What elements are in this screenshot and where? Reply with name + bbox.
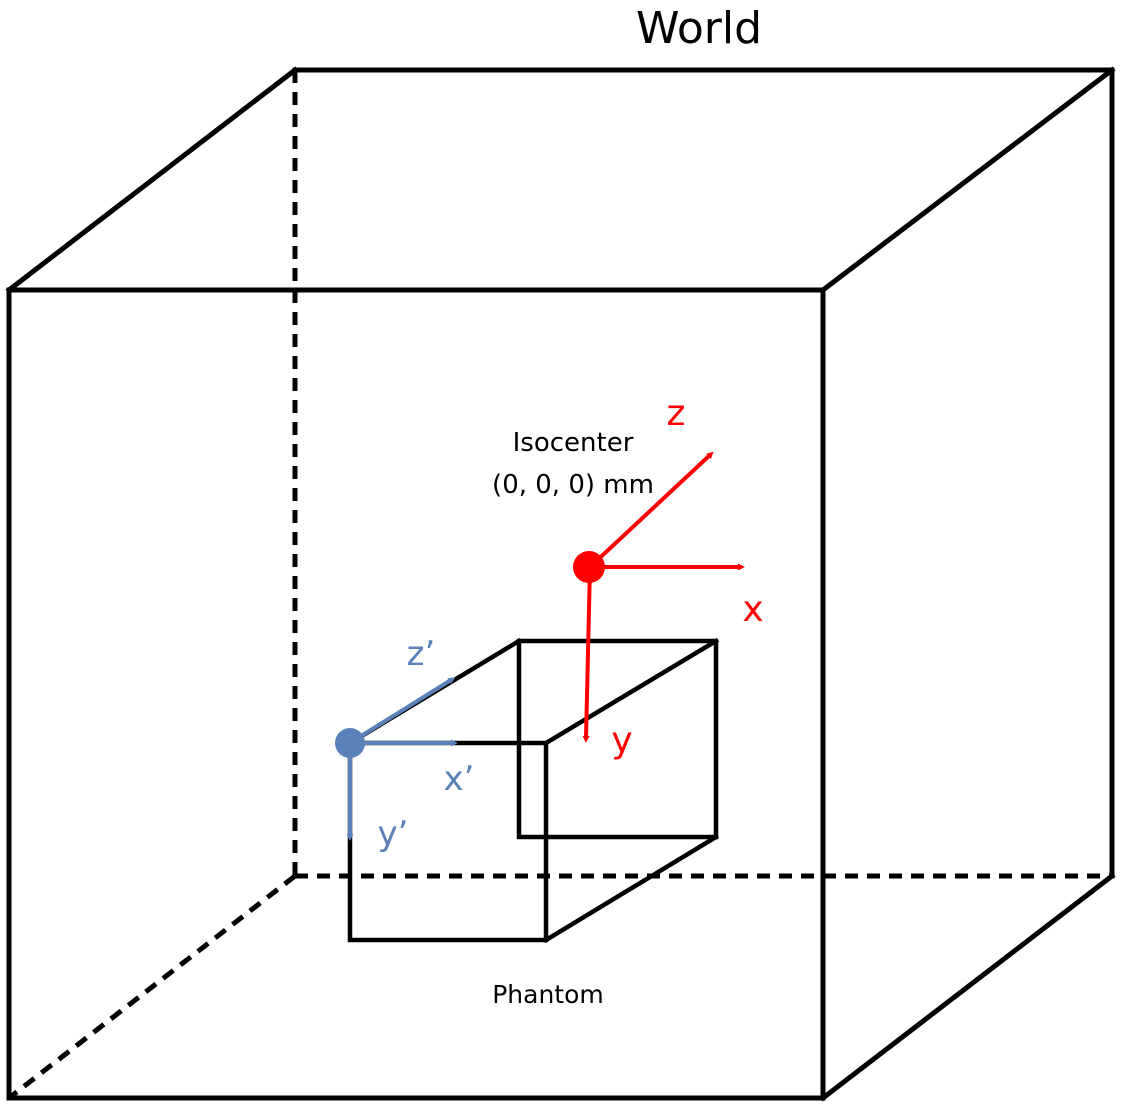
phantom-box <box>346 637 720 944</box>
isocenter-origin-dot <box>573 551 605 583</box>
isocenter-y-label: y <box>611 720 632 761</box>
phantom-z-axis-arrow <box>348 677 456 745</box>
phantom-y-label: y’ <box>378 814 409 854</box>
isocenter-z-axis-arrow <box>588 451 714 569</box>
phantom-origin-dot <box>335 728 365 758</box>
phantom-depth-edge-bottom-right <box>542 833 720 944</box>
phantom-label: Phantom <box>492 980 604 1009</box>
isocenter-x-label: x <box>742 589 763 630</box>
phantom-x-label: x’ <box>444 759 475 799</box>
world-depth-bottom-right-edge <box>819 872 1116 1102</box>
isocenter-axes <box>573 451 745 743</box>
world-depth-top-left-edge <box>5 66 299 294</box>
isocenter-coordinates: (0, 0, 0) mm <box>492 470 654 500</box>
world-front-face <box>6 287 826 1101</box>
phantom-depth-edge-top-right <box>542 637 720 747</box>
isocenter-z-label: z <box>667 393 686 434</box>
world-cube <box>5 66 1116 1102</box>
phantom-back-face <box>516 638 719 840</box>
world-depth-top-right-edge <box>819 66 1116 294</box>
world-title: World <box>636 3 762 54</box>
isocenter-y-axis-arrow <box>582 566 592 743</box>
phantom-z-label: z’ <box>407 634 436 674</box>
isocenter-label: Isocenter <box>513 428 634 458</box>
phantom-axes <box>335 677 458 841</box>
world-hidden-edge-depth <box>7 874 297 1100</box>
